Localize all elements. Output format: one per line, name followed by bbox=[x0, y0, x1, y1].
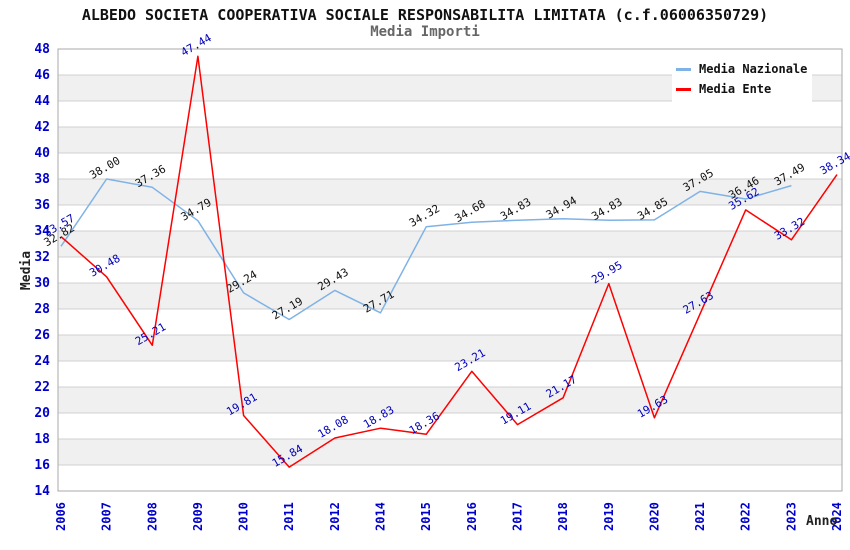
y-tick-label: 16 bbox=[34, 458, 50, 473]
legend: Media Nazionale Media Ente bbox=[672, 55, 812, 103]
media-ente-line-swatch bbox=[676, 87, 691, 91]
y-tick-label: 36 bbox=[34, 198, 50, 213]
plot-border bbox=[57, 48, 843, 492]
y-tick-label: 42 bbox=[34, 120, 50, 135]
x-tick-label: 2007 bbox=[100, 502, 114, 531]
plot-band bbox=[58, 127, 842, 153]
y-tick-label: 20 bbox=[34, 406, 50, 421]
y-tick-label: 24 bbox=[34, 354, 50, 369]
plot-band bbox=[58, 179, 842, 205]
plot-band bbox=[58, 361, 842, 387]
x-tick-label: 2014 bbox=[374, 502, 388, 531]
y-tick-label: 38 bbox=[34, 172, 50, 187]
y-tick-label: 30 bbox=[34, 276, 50, 291]
plot-band bbox=[58, 465, 842, 491]
x-tick-label: 2016 bbox=[465, 502, 479, 531]
plot-band bbox=[58, 101, 842, 127]
plot-band bbox=[58, 205, 842, 231]
x-tick-label: 2009 bbox=[191, 502, 205, 531]
x-tick-label: 2015 bbox=[419, 502, 433, 531]
x-tick-label: 2019 bbox=[602, 502, 616, 531]
plot-band bbox=[58, 439, 842, 465]
legend-item-media-nazionale: Media Nazionale bbox=[676, 62, 812, 76]
x-tick-label: 2010 bbox=[237, 502, 251, 531]
x-tick-label: 2023 bbox=[784, 502, 798, 531]
chart-title: ALBEDO SOCIETA COOPERATIVA SOCIALE RESPO… bbox=[81, 6, 769, 24]
legend-label-media-nazionale: Media Nazionale bbox=[699, 62, 808, 76]
x-tick-label: 2024 bbox=[830, 502, 844, 531]
x-tick-label: 2022 bbox=[739, 502, 753, 531]
x-tick-label: 2020 bbox=[647, 502, 661, 531]
y-tick-label: 18 bbox=[34, 432, 50, 447]
plot-band bbox=[58, 309, 842, 335]
y-axis-title: Media bbox=[19, 250, 35, 291]
x-tick-label: 2008 bbox=[145, 502, 159, 531]
x-tick-label: 2018 bbox=[556, 502, 570, 531]
x-axis-title: Anno bbox=[806, 514, 838, 529]
plot-band bbox=[58, 257, 842, 283]
y-tick-label: 22 bbox=[34, 380, 50, 395]
x-tick-label: 2017 bbox=[510, 502, 524, 531]
y-tick-label: 32 bbox=[34, 250, 50, 265]
y-tick-label: 28 bbox=[34, 302, 50, 317]
plot-band bbox=[58, 153, 842, 179]
plot-band bbox=[58, 335, 842, 361]
y-tick-label: 48 bbox=[34, 42, 50, 57]
y-tick-label: 26 bbox=[34, 328, 50, 343]
y-tick-label: 14 bbox=[34, 484, 50, 499]
y-tick-label: 40 bbox=[34, 146, 50, 161]
y-tick-label: 46 bbox=[34, 68, 50, 83]
media-ente-line bbox=[60, 55, 838, 468]
y-tick-label: 44 bbox=[34, 94, 50, 109]
legend-label-media-ente: Media Ente bbox=[699, 82, 772, 96]
plot-band bbox=[58, 231, 842, 257]
media-nazionale-line-swatch bbox=[676, 67, 691, 71]
x-tick-label: 2006 bbox=[54, 502, 68, 531]
y-tick-label: 34 bbox=[34, 224, 50, 239]
media-nazionale-line bbox=[60, 178, 792, 321]
plot-band bbox=[58, 387, 842, 413]
x-tick-label: 2011 bbox=[282, 502, 296, 531]
x-tick-label: 2021 bbox=[693, 502, 707, 531]
chart-subtitle: Media Importi bbox=[370, 24, 480, 40]
plot-band bbox=[58, 413, 842, 439]
x-tick-label: 2012 bbox=[328, 502, 342, 531]
plot-band bbox=[58, 283, 842, 309]
legend-item-media-ente: Media Ente bbox=[676, 82, 812, 96]
